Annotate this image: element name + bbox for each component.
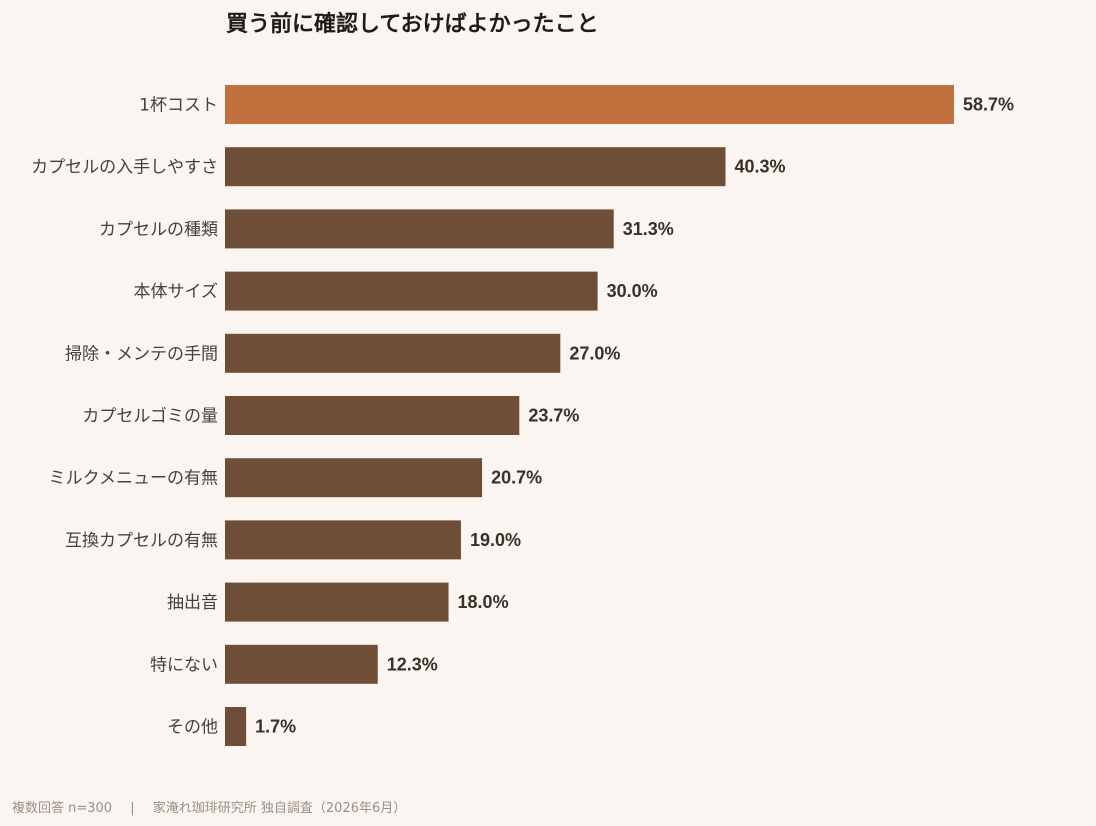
category-label: カプセルゴミの量 — [82, 406, 218, 427]
bar — [225, 85, 954, 124]
bar — [225, 582, 449, 622]
bar — [225, 147, 726, 187]
bar — [225, 520, 461, 560]
value-label: 1.7% — [255, 717, 296, 737]
value-label: 27.0% — [569, 343, 620, 363]
category-label: 1杯コスト — [139, 96, 218, 116]
footer-source: 家淹れ珈琲研究所 独自調査（2026年6月） — [153, 800, 407, 816]
category-label: 本体サイズ — [134, 282, 219, 302]
bars-group: 1杯コスト 58.7% カプセルの入手しやすさ 40.3% カプセルの種類 31.3% 本体… — [31, 85, 1014, 746]
bar — [225, 271, 598, 311]
category-label: 特にない — [150, 655, 218, 675]
category-label: 抽出音 — [167, 593, 218, 613]
category-label: カプセルの種類 — [99, 220, 218, 240]
value-label: 18.0% — [458, 592, 509, 612]
bar — [225, 458, 483, 498]
value-label: 19.0% — [470, 530, 521, 550]
value-label: 12.3% — [387, 654, 438, 674]
footer-separator: | — [130, 801, 134, 816]
bar — [225, 644, 378, 684]
footer-note: 複数回答 n=300 | 家淹れ珈琲研究所 独自調査（2026年6月） — [12, 800, 406, 816]
value-label: 20.7% — [491, 468, 542, 488]
bar — [225, 396, 520, 435]
category-label: 互換カプセルの有無 — [65, 531, 218, 551]
bar — [225, 209, 614, 249]
category-label: 掃除・メンテの手間 — [65, 344, 218, 364]
footer-sample-note: 複数回答 n=300 — [12, 800, 112, 816]
value-label: 40.3% — [734, 157, 785, 177]
bar — [225, 333, 561, 373]
bar — [225, 707, 247, 746]
category-label: カプセルの入手しやすさ — [31, 158, 218, 178]
category-label: その他 — [167, 718, 218, 738]
value-label: 31.3% — [623, 219, 674, 239]
value-label: 30.0% — [607, 281, 658, 301]
category-label: ミルクメニューの有無 — [49, 469, 218, 489]
value-label: 23.7% — [528, 406, 579, 426]
chart-title: 買う前に確認しておけばよかったこと — [226, 11, 599, 37]
value-label: 58.7% — [963, 95, 1014, 115]
